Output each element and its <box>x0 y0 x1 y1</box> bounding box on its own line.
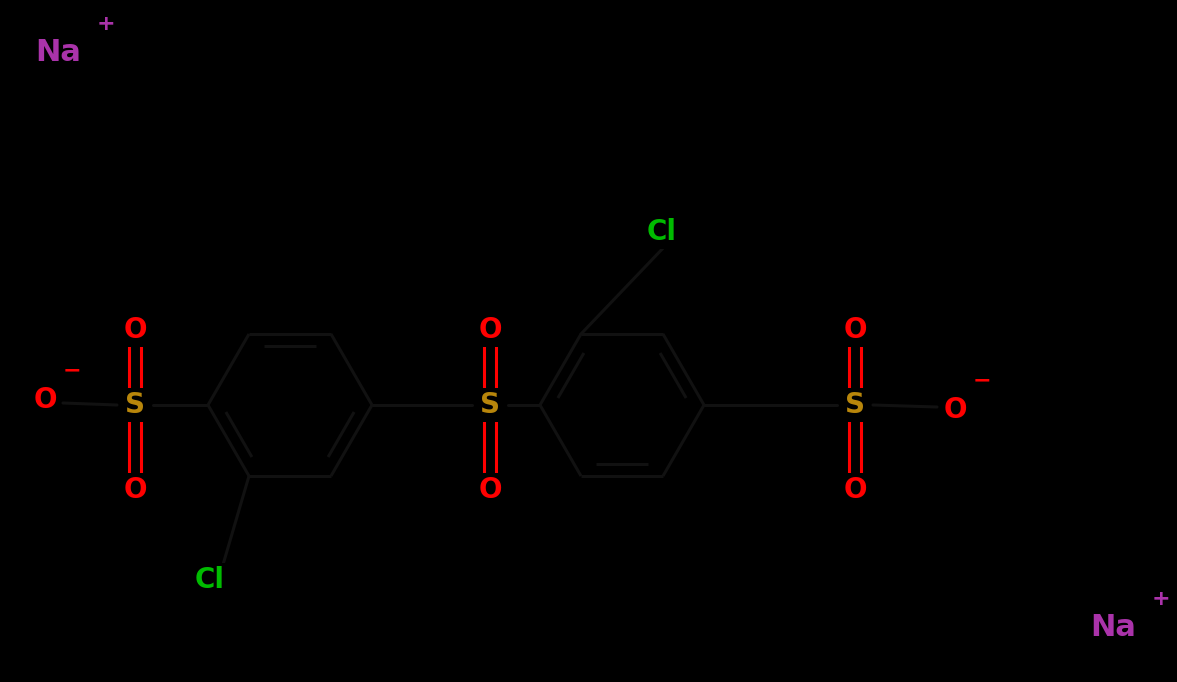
Text: Cl: Cl <box>647 218 677 246</box>
Text: O: O <box>124 476 147 504</box>
Text: O: O <box>478 316 501 344</box>
Text: −: − <box>973 370 992 390</box>
Text: Cl: Cl <box>195 566 225 594</box>
Text: Na: Na <box>1090 612 1136 642</box>
Text: −: − <box>64 360 81 380</box>
Text: S: S <box>125 391 145 419</box>
Text: O: O <box>124 316 147 344</box>
Text: O: O <box>843 476 866 504</box>
Text: O: O <box>33 386 56 414</box>
Text: +: + <box>1152 589 1171 609</box>
Text: O: O <box>478 476 501 504</box>
Text: O: O <box>943 396 966 424</box>
Text: +: + <box>97 14 115 34</box>
Text: S: S <box>845 391 865 419</box>
Text: S: S <box>480 391 500 419</box>
Text: O: O <box>843 316 866 344</box>
Text: Na: Na <box>35 38 81 67</box>
